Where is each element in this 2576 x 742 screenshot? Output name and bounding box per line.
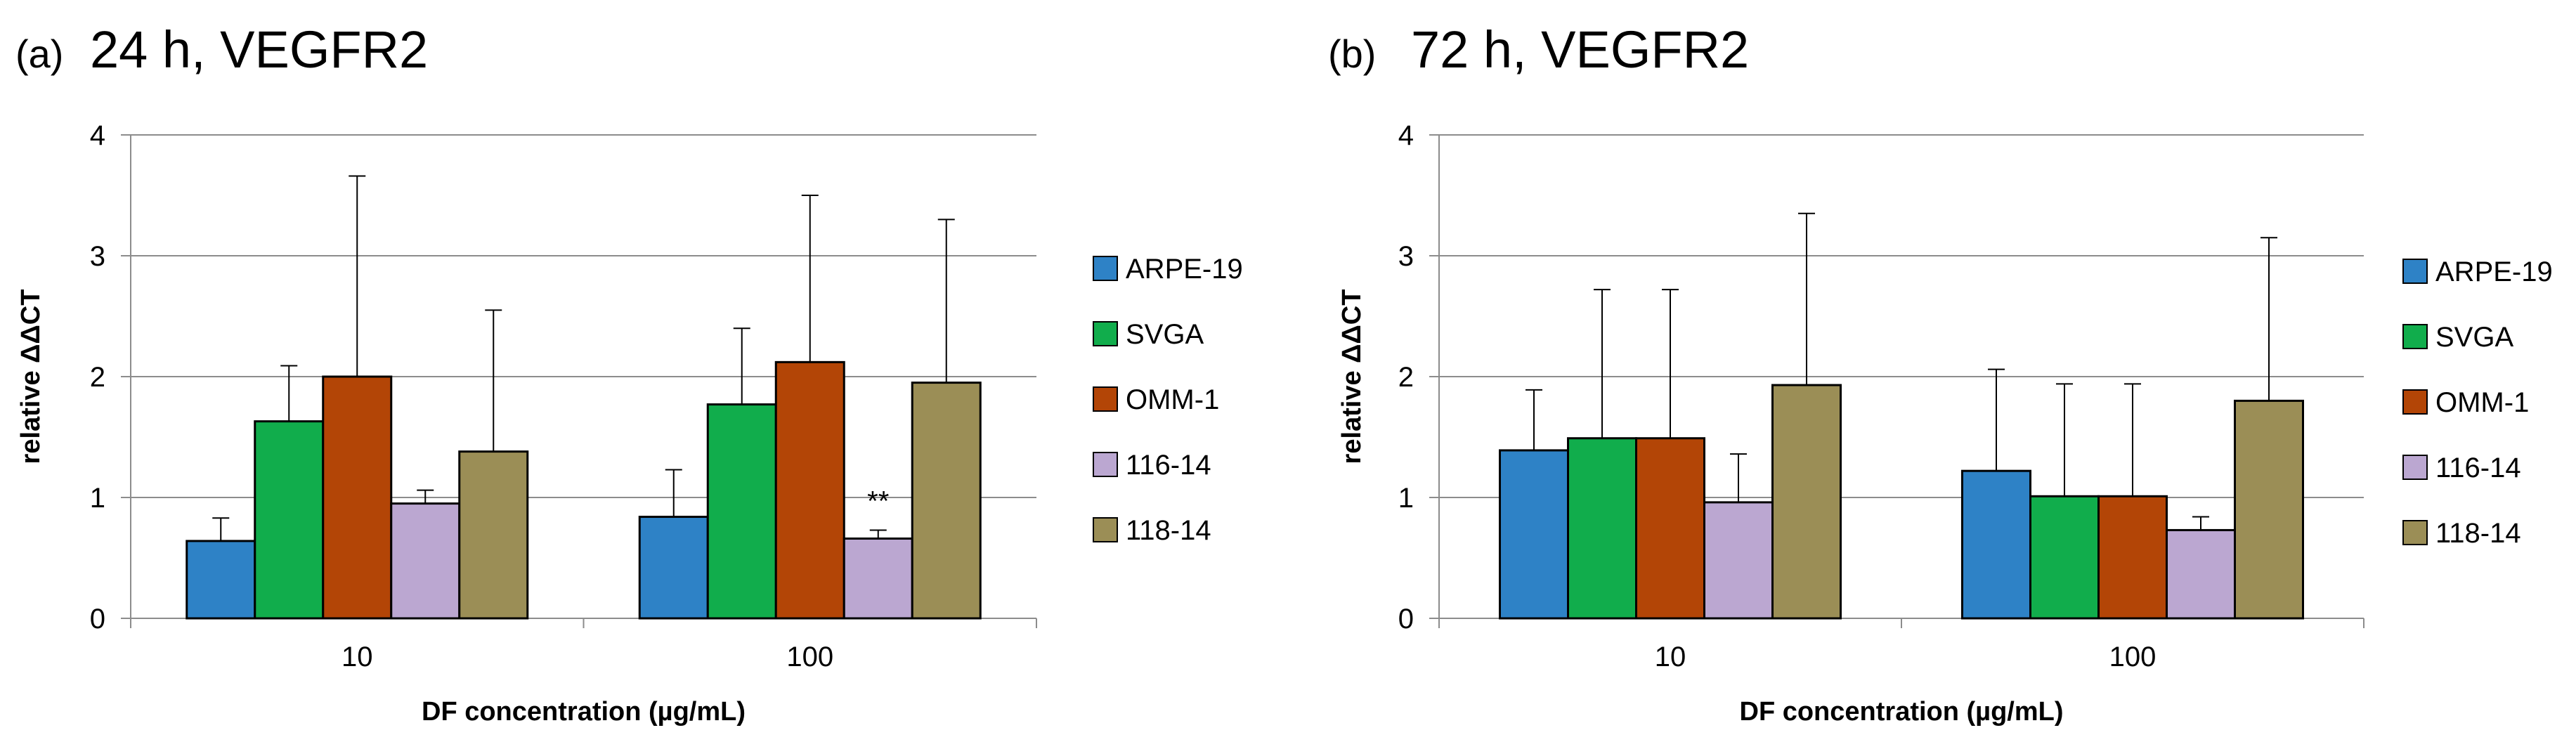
bar-svga-10 [254,420,325,620]
y-tick-label: 0 [90,604,105,634]
legend-label: SVGA [1126,319,1204,350]
legend-label: SVGA [2435,322,2513,353]
legend-swatch [2402,259,2428,284]
panel-a-y-axis-label: relative ΔΔCT [16,289,46,464]
legend-swatch [1093,386,1118,412]
bar-omm-1-100 [774,360,845,620]
y-tick-label: 2 [90,362,105,393]
bar-118-14-10 [1771,384,1842,620]
legend-swatch [1093,452,1118,477]
legend-swatch [2402,520,2428,545]
bar-omm-1-10 [1635,437,1705,620]
legend-label: 118-14 [2435,518,2521,549]
bar-arpe-19-100 [1961,469,2031,620]
y-tick-label: 3 [90,241,105,272]
panel-b-title: 72 h, VEGFR2 [1411,20,1749,79]
bar-116-14-100 [843,537,913,620]
x-tick-label: 10 [341,642,373,672]
bar-svga-100 [706,403,777,620]
bar-arpe-19-100 [638,516,709,620]
panel-a-x-axis-label: DF concentration (µg/mL) [422,697,746,727]
legend-swatch [2402,324,2428,349]
x-tick-label: 100 [2109,642,2157,672]
bar-arpe-19-10 [1499,449,1569,620]
legend-swatch [1093,256,1118,281]
panel-a-title: 24 h, VEGFR2 [90,20,428,79]
panel-a-tag: (a) [15,32,63,76]
x-tick-label: 10 [1655,642,1686,672]
y-tick-label: 4 [1398,120,1414,151]
bar-116-14-100 [2166,528,2236,620]
legend-label: 116-14 [2435,453,2521,483]
legend-swatch [2402,389,2428,415]
panel-b-tag: (b) [1328,32,1376,76]
panel-b-legend: ARPE-19 SVGA OMM-1 116-14 118-14 [2402,256,2553,549]
legend-label: OMM-1 [1126,384,1219,415]
legend-label: 118-14 [1126,515,1211,546]
y-tick-label: 2 [1398,362,1414,393]
panel-a-legend: ARPE-19 SVGA OMM-1 116-14 118-14 [1093,254,1243,546]
bar-arpe-19-10 [186,540,256,620]
x-tick-label: 100 [786,642,833,672]
legend-swatch [1093,321,1118,346]
bar-118-14-100 [2234,399,2304,620]
bar-116-14-10 [1703,501,1774,620]
legend-swatch [1093,517,1118,542]
legend-label: 116-14 [1126,450,1211,481]
legend-label: OMM-1 [2435,387,2529,418]
panel-b-x-axis-label: DF concentration (µg/mL) [1740,697,2064,727]
panel-b-y-axis-label: relative ΔΔCT [1337,289,1367,464]
y-tick-label: 4 [90,120,105,151]
bar-svga-100 [2029,495,2100,620]
bar-omm-1-100 [2097,495,2168,620]
bar-118-14-100 [911,382,982,620]
y-tick-label: 1 [90,483,105,514]
y-tick-label: 1 [1398,483,1414,514]
bar-omm-1-10 [322,375,393,620]
significance-annotation: ** [867,486,889,516]
y-tick-label: 0 [1398,604,1414,634]
bar-svga-10 [1567,437,1637,620]
legend-swatch [2402,455,2428,480]
bar-118-14-10 [458,450,529,620]
panel-a: (a) 24 h, VEGFR2 0 1 2 3 4 10 ** 100 DF concentrat… [15,20,1243,727]
panel-b: (b) 72 h, VEGFR2 0 1 2 3 4 10 100 DF concentratio… [1328,20,2553,727]
legend-label: ARPE-19 [1126,254,1243,285]
y-tick-label: 3 [1398,241,1414,272]
bar-116-14-10 [390,502,461,620]
legend-label: ARPE-19 [2435,256,2553,287]
